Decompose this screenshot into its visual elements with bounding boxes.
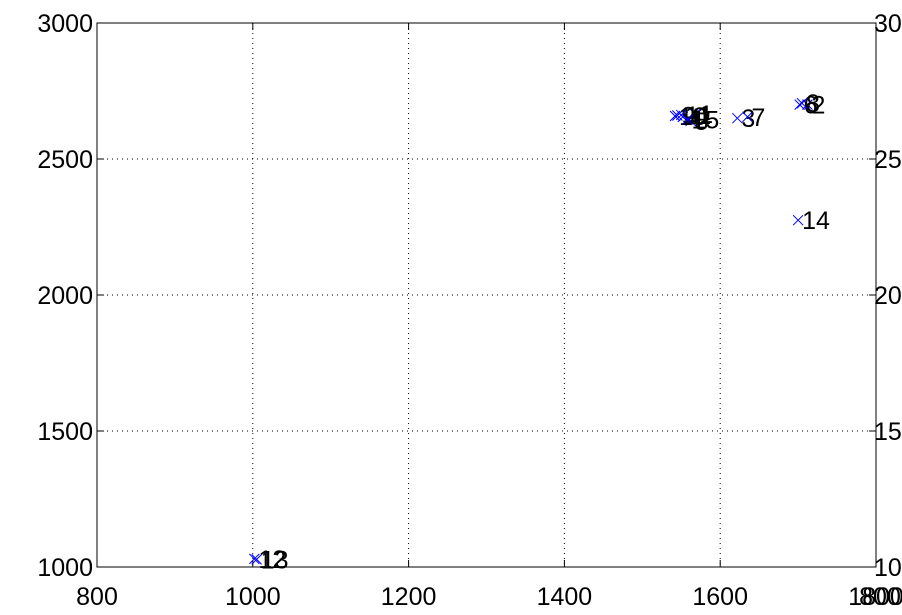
point-marker-stroke	[675, 109, 687, 121]
point-label: 8	[806, 90, 820, 118]
data-point: 14	[792, 207, 830, 235]
point-marker-stroke	[685, 115, 696, 127]
y-tick-label-right: 3000	[874, 10, 902, 38]
x-tick-label: 1400	[537, 583, 593, 611]
point-marker-stroke	[742, 111, 753, 123]
point-marker-stroke	[794, 99, 806, 110]
grid-layer	[97, 23, 876, 567]
data-point: 2	[802, 92, 825, 120]
data-point: 15	[682, 107, 719, 135]
data-point: 1	[689, 101, 713, 129]
point-marker-stroke	[251, 554, 263, 565]
data-point: 5	[685, 108, 709, 136]
x-tick-label-extra: 800	[859, 583, 901, 611]
y-tick-label-right: 2500	[874, 146, 902, 174]
point-marker-stroke	[792, 214, 804, 226]
x-tick-label: 1600	[692, 583, 748, 611]
data-point: 12	[249, 546, 286, 574]
point-label: 11	[685, 102, 711, 130]
y-tick-label: 1500	[37, 418, 93, 446]
point-marker-stroke	[689, 108, 701, 120]
y-tick-label: 3000	[37, 10, 93, 38]
point-label: 15	[691, 107, 719, 135]
y-tick-label: 2500	[37, 146, 93, 174]
x-tick-label: 1800	[848, 583, 902, 611]
data-point: 7	[742, 104, 765, 132]
y-tick-label-right: 1500	[874, 418, 902, 446]
point-label: 1	[699, 101, 713, 129]
point-marker-stroke	[672, 110, 683, 121]
point-label: 7	[751, 104, 765, 132]
y-tick-label: 1000	[37, 554, 93, 582]
point-marker-stroke	[731, 112, 743, 124]
point-label: 5	[695, 108, 709, 136]
y-tick-label-right: 2000	[874, 282, 902, 310]
x-tick-label: 800	[76, 583, 118, 611]
point-label: 2	[811, 92, 825, 120]
point-marker-stroke	[682, 114, 693, 125]
point-label: 14	[802, 207, 830, 235]
points-layer: 123456789101112131415	[249, 90, 830, 574]
y-tick-label: 2000	[37, 282, 93, 310]
point-marker-stroke	[802, 99, 813, 110]
data-point: 8	[796, 90, 820, 118]
point-label: 13	[261, 546, 289, 574]
point-label: 12	[258, 546, 286, 574]
point-marker-stroke	[249, 553, 260, 565]
ticks-layer: 8001000120014001600180080010001000150015…	[37, 10, 902, 611]
point-marker-stroke	[796, 97, 808, 109]
y-tick-label-right: 1000	[874, 554, 902, 582]
x-tick-label: 1200	[381, 583, 437, 611]
x-tick-label: 1000	[225, 583, 281, 611]
data-point: 11	[675, 102, 711, 130]
data-point: 13	[251, 546, 289, 574]
